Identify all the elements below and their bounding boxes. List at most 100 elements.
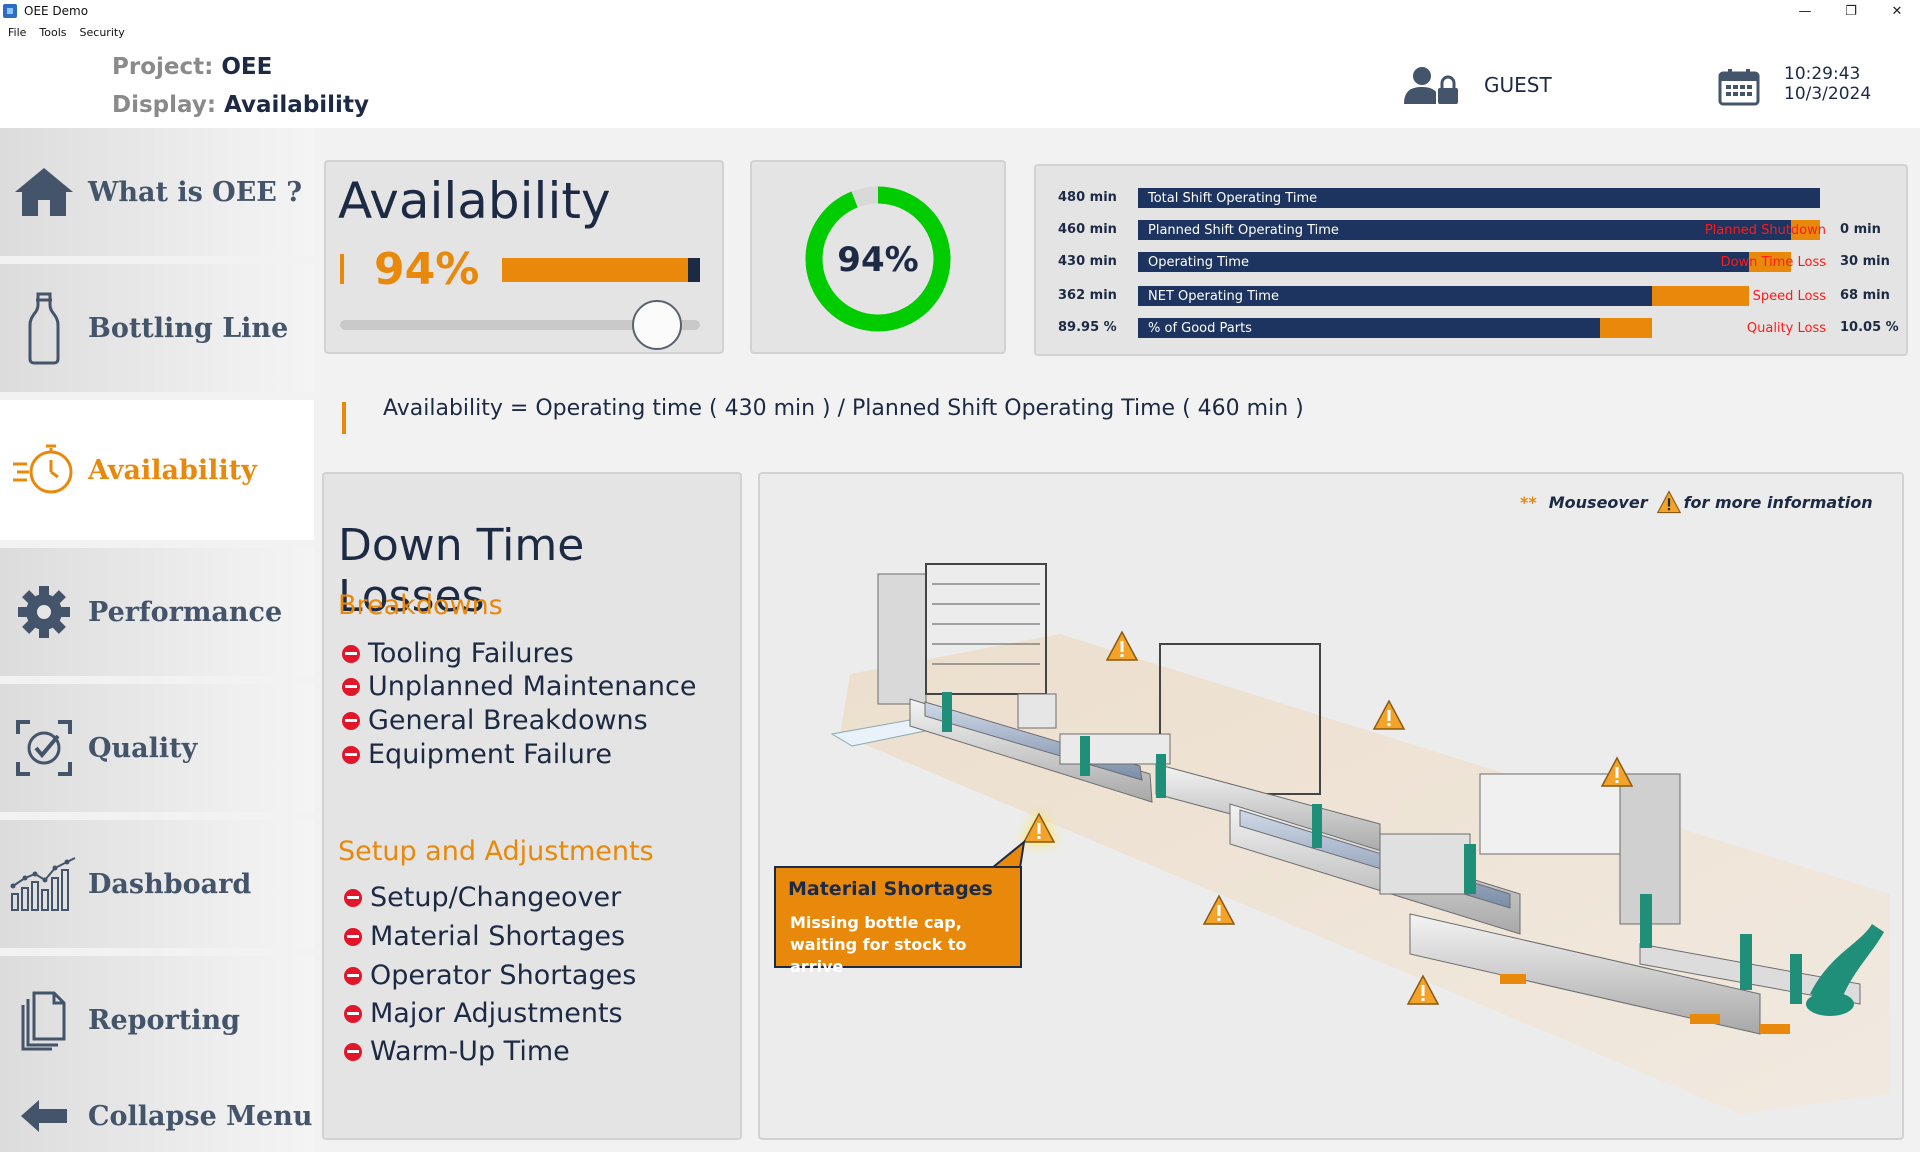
hint-stars: ** bbox=[1520, 492, 1537, 512]
nav-label: Quality bbox=[88, 732, 198, 764]
time-bar-row: 480 min Total Shift Operating Time bbox=[1036, 188, 1906, 208]
list-item: Major Adjustments bbox=[344, 998, 623, 1029]
time-bar-loss-value: 68 min bbox=[1840, 288, 1890, 303]
availability-slider-track[interactable] bbox=[340, 320, 700, 330]
menu-file[interactable]: File bbox=[8, 25, 27, 39]
time-bar bbox=[1138, 318, 1601, 338]
time-bar-loss-label: Speed Loss bbox=[1752, 289, 1826, 304]
time-bar-value: 89.95 % bbox=[1058, 320, 1117, 335]
nav-performance[interactable]: Performance bbox=[0, 548, 314, 676]
breakdowns-heading: Breakdowns bbox=[338, 590, 503, 621]
availability-donut bbox=[805, 186, 951, 332]
material-shortages-tooltip: Material Shortages Missing bottle cap, w… bbox=[774, 866, 1022, 976]
header: Project: OEE Display: Availability GUEST… bbox=[0, 42, 1920, 128]
list-item-text: General Breakdowns bbox=[368, 705, 648, 736]
project-label: Project: bbox=[112, 54, 214, 80]
formula-marker bbox=[342, 402, 346, 434]
time-bars-panel: 480 min Total Shift Operating Time 460 min… bbox=[1034, 164, 1908, 356]
clock: 10:29:43 10/3/2024 bbox=[1784, 64, 1871, 104]
gear-icon bbox=[4, 577, 84, 647]
time-bar-loss-value: 10.05 % bbox=[1840, 320, 1899, 335]
warning-icon[interactable] bbox=[1372, 699, 1406, 731]
warning-icon[interactable] bbox=[1105, 630, 1139, 662]
nav-label: Availability bbox=[88, 454, 257, 486]
nav-availability[interactable]: Availability bbox=[0, 400, 314, 540]
stopwatch-icon bbox=[4, 435, 84, 505]
user-lock-icon[interactable] bbox=[1402, 66, 1460, 106]
arrow-left-icon bbox=[4, 1088, 84, 1144]
mouseover-hint: ** Mouseover for more information bbox=[1520, 490, 1873, 514]
display-value: Availability bbox=[224, 92, 369, 118]
window-controls: — ❐ ✕ bbox=[1782, 0, 1920, 22]
sidebar: What is OEE ? Bottling Line Availability… bbox=[0, 128, 314, 1152]
minus-circle-icon bbox=[344, 966, 362, 985]
down-time-title: Down Time Losses bbox=[338, 520, 585, 622]
production-line-illustration bbox=[830, 563, 1890, 1114]
list-item: Unplanned Maintenance bbox=[342, 671, 697, 702]
list-item-text: Tooling Failures bbox=[368, 638, 574, 669]
setup-heading: Setup and Adjustments bbox=[338, 836, 654, 867]
time-bar-loss-value: 0 min bbox=[1840, 222, 1881, 237]
nav-reporting[interactable]: Reporting bbox=[0, 956, 314, 1084]
time-bar-row: 460 min Planned Shift Operating Time Plann… bbox=[1036, 220, 1906, 240]
time-bar-value: 430 min bbox=[1058, 254, 1117, 269]
close-button[interactable]: ✕ bbox=[1891, 3, 1903, 19]
time-bar-label: Total Shift Operating Time bbox=[1148, 191, 1318, 206]
minus-circle-icon bbox=[344, 1042, 362, 1061]
time-bar-value: 480 min bbox=[1058, 190, 1117, 205]
warning-icon[interactable] bbox=[1600, 756, 1634, 788]
nav-quality[interactable]: Quality bbox=[0, 684, 314, 812]
factory-panel: ** Mouseover for more information bbox=[758, 472, 1904, 1140]
chart-icon bbox=[4, 849, 84, 919]
list-item: Equipment Failure bbox=[342, 739, 612, 770]
warning-icon[interactable] bbox=[1202, 894, 1236, 926]
minimize-button[interactable]: — bbox=[1798, 3, 1812, 19]
display-label: Display: bbox=[112, 92, 217, 118]
calendar-icon bbox=[1718, 69, 1760, 106]
time-bar-loss-segment bbox=[1652, 286, 1750, 306]
availability-panel: Availability 94% bbox=[324, 160, 724, 354]
availability-slider-thumb[interactable] bbox=[632, 300, 682, 350]
nav-label: Bottling Line bbox=[88, 312, 289, 344]
donut-panel: 94% bbox=[750, 160, 1006, 354]
warning-icon bbox=[1656, 490, 1681, 514]
list-item-text: Setup/Changeover bbox=[370, 882, 622, 913]
nav-what-is-oee[interactable]: What is OEE ? bbox=[0, 128, 314, 256]
donut-arc bbox=[805, 186, 951, 332]
project-line: Project: OEE bbox=[112, 54, 272, 80]
bottle-icon bbox=[4, 292, 84, 365]
nav-dashboard[interactable]: Dashboard bbox=[0, 820, 314, 948]
maximize-button[interactable]: ❐ bbox=[1845, 3, 1857, 19]
time-bar-label: Operating Time bbox=[1148, 255, 1249, 270]
menu-security[interactable]: Security bbox=[79, 25, 125, 39]
documents-icon bbox=[4, 985, 84, 1055]
list-item: Operator Shortages bbox=[344, 960, 636, 991]
warning-icon-active[interactable] bbox=[1022, 812, 1056, 844]
availability-formula: Availability = Operating time ( 430 min … bbox=[383, 396, 1304, 421]
time-bar-loss-label: Down Time Loss bbox=[1720, 255, 1826, 270]
nav-bottling-line[interactable]: Bottling Line bbox=[0, 264, 314, 392]
time-bar-loss-label: Quality Loss bbox=[1746, 321, 1826, 336]
list-item-text: Unplanned Maintenance bbox=[368, 671, 697, 702]
list-item: General Breakdowns bbox=[342, 705, 648, 736]
list-item-text: Major Adjustments bbox=[370, 998, 623, 1029]
nav-collapse-menu[interactable]: Collapse Menu bbox=[0, 1080, 314, 1152]
availability-percent: 94% bbox=[374, 244, 480, 295]
list-item-text: Material Shortages bbox=[370, 921, 626, 952]
down-time-panel: Down Time Losses Breakdowns Tooling Fail… bbox=[322, 472, 742, 1140]
list-item: Warm-Up Time bbox=[344, 1036, 570, 1067]
time-bar-loss-segment bbox=[1600, 318, 1653, 338]
title-bar: OEE Demo — ❐ ✕ bbox=[0, 0, 1920, 22]
menu-tools[interactable]: Tools bbox=[39, 25, 67, 39]
time-bar-loss-label: Planned Shutdown bbox=[1704, 223, 1826, 238]
quality-check-icon bbox=[4, 713, 84, 783]
app-icon bbox=[3, 4, 17, 18]
time-bar-label: NET Operating Time bbox=[1148, 289, 1279, 304]
menu-bar: File Tools Security bbox=[0, 22, 130, 42]
list-item-text: Equipment Failure bbox=[368, 739, 612, 770]
clock-date: 10/3/2024 bbox=[1784, 84, 1872, 104]
home-icon bbox=[4, 157, 84, 227]
time-bar-loss-segment bbox=[1749, 252, 1792, 272]
warning-icon[interactable] bbox=[1406, 974, 1440, 1006]
nav-label: Performance bbox=[88, 596, 283, 628]
